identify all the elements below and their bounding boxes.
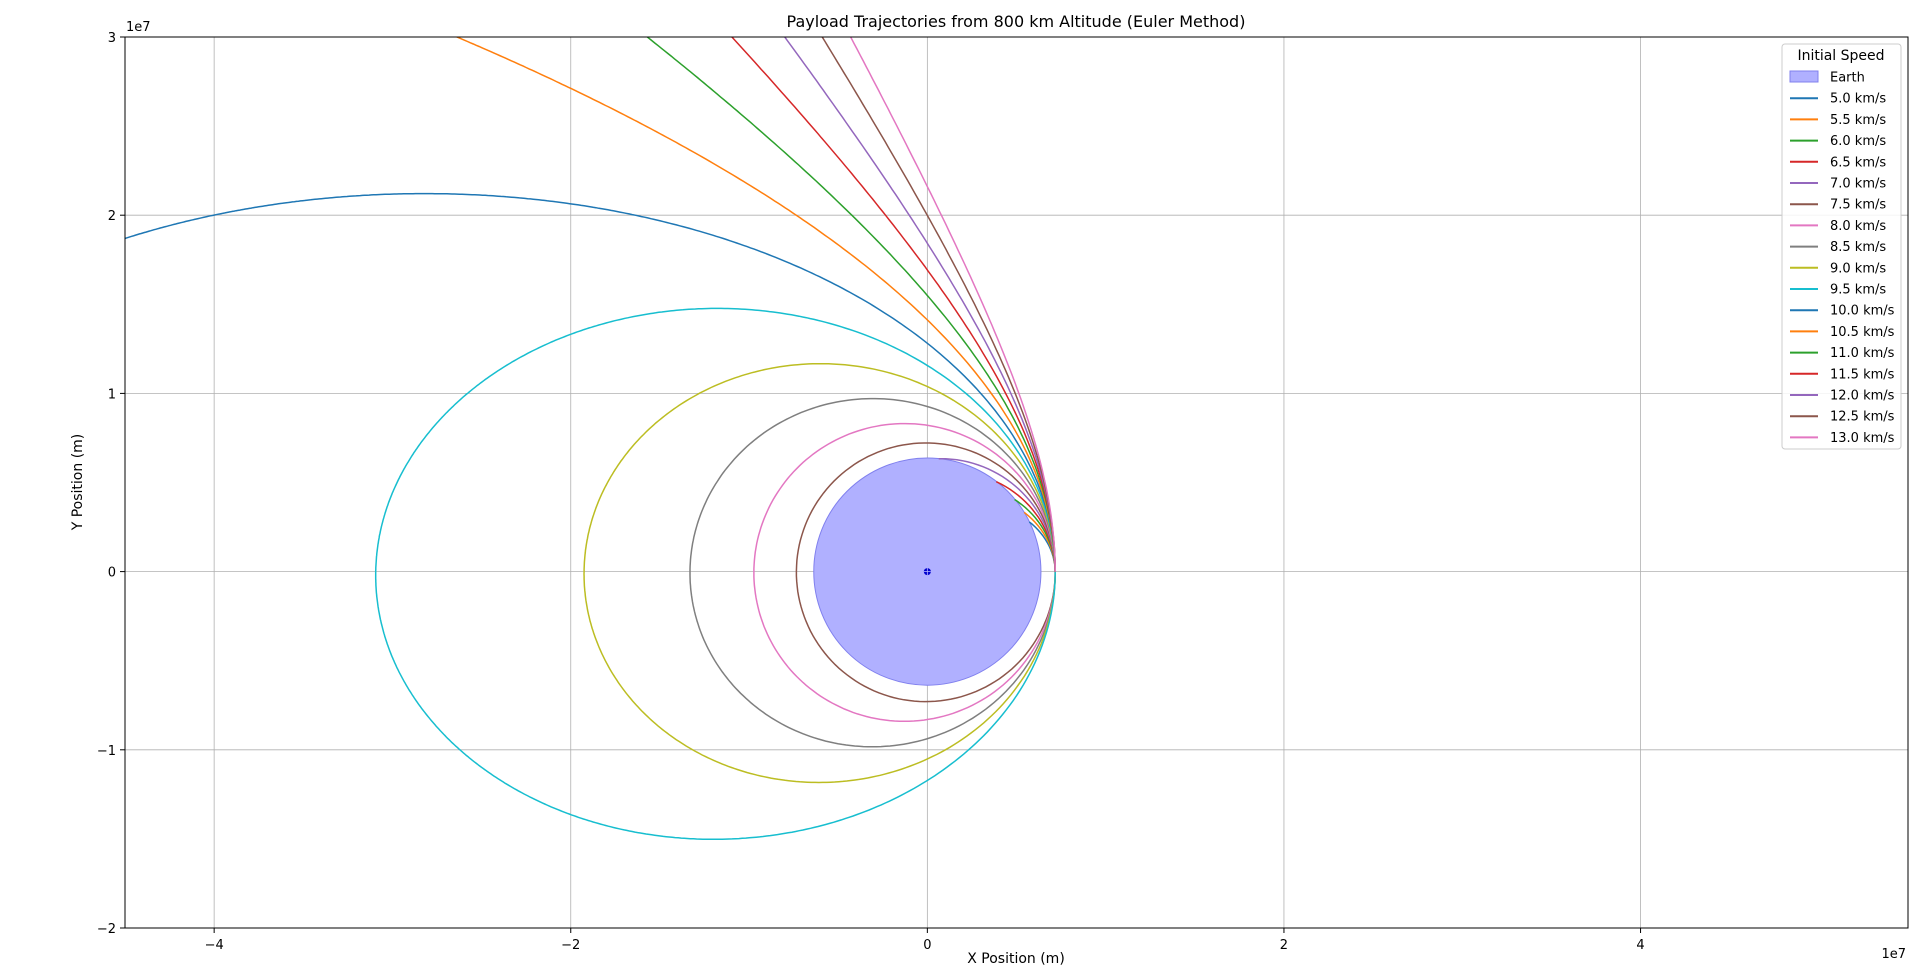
- x-tick-label: −4: [205, 938, 224, 953]
- legend-box: [1781, 43, 1902, 450]
- legend-label: 8.0 km/s: [1830, 219, 1886, 234]
- legend-label: 11.5 km/s: [1830, 367, 1895, 382]
- legend-title: Initial Speed: [1797, 48, 1884, 64]
- series-group: [125, 37, 1056, 841]
- legend-label: 11.0 km/s: [1830, 346, 1895, 361]
- legend-earth-swatch: [1789, 70, 1819, 83]
- trajectory-8-5-km-s: [689, 397, 1056, 748]
- trajectory-9-5-km-s: [374, 307, 1056, 841]
- x-tick-label: 4: [1636, 938, 1644, 953]
- legend-label: 7.5 km/s: [1830, 198, 1886, 213]
- y-axis-label: Y Position (m): [70, 434, 86, 532]
- legend-label: 10.0 km/s: [1830, 304, 1895, 319]
- y-offset-text: 1e7: [126, 20, 151, 35]
- x-tick-label: 0: [923, 938, 931, 953]
- x-offset-text: 1e7: [1881, 947, 1906, 962]
- y-tick-label: 1: [108, 387, 116, 402]
- legend: Initial Speed Earth 5.0 km/s 5.5 km/s 6.0 k…: [1781, 43, 1902, 450]
- legend-label: 9.5 km/s: [1830, 283, 1886, 298]
- chart-title: Payload Trajectories from 800 km Altitud…: [787, 12, 1246, 31]
- legend-label: 9.0 km/s: [1830, 261, 1886, 276]
- y-tick-label: 0: [108, 566, 116, 581]
- y-tick-label: −1: [97, 744, 116, 759]
- x-tick-label: 2: [1280, 938, 1288, 953]
- legend-label: 8.5 km/s: [1830, 240, 1886, 255]
- trajectory-12-0-km-s: [783, 37, 1056, 572]
- legend-label: 12.0 km/s: [1830, 389, 1895, 404]
- trajectory-8-0-km-s: [753, 422, 1056, 723]
- legend-earth-label: Earth: [1830, 71, 1865, 86]
- legend-label: 6.5 km/s: [1830, 155, 1886, 170]
- x-axis-label: X Position (m): [967, 951, 1065, 967]
- trajectory-10-0-km-s: [125, 192, 1056, 572]
- legend-label: 13.0 km/s: [1830, 431, 1895, 446]
- legend-label: 12.5 km/s: [1830, 410, 1895, 425]
- trajectory-10-5-km-s: [455, 37, 1056, 572]
- legend-label: 5.0 km/s: [1830, 92, 1886, 107]
- trajectory-11-5-km-s: [730, 37, 1056, 572]
- plot-area: [125, 37, 1908, 928]
- legend-label: 7.0 km/s: [1830, 177, 1886, 192]
- y-tick-label: −2: [97, 922, 116, 937]
- trajectory-7-5-km-s: [795, 442, 1056, 703]
- trajectory-13-0-km-s: [849, 37, 1056, 572]
- origin-marker-group: [923, 568, 931, 576]
- legend-label: 6.0 km/s: [1830, 134, 1886, 149]
- legend-label: 10.5 km/s: [1830, 325, 1895, 340]
- trajectory-11-0-km-s: [646, 37, 1056, 572]
- plot-frame: [124, 36, 1909, 929]
- y-tick-label: 3: [108, 31, 116, 46]
- legend-items: Earth 5.0 km/s 5.5 km/s 6.0 km/s 6.5 km/s 7.0…: [1789, 70, 1895, 446]
- x-axis-ticks: −4 −2 0 2 4: [205, 928, 1645, 953]
- y-tick-label: 2: [108, 209, 116, 224]
- legend-label: 5.5 km/s: [1830, 113, 1886, 128]
- trajectory-12-5-km-s: [821, 37, 1056, 572]
- x-tick-label: −2: [561, 938, 580, 953]
- y-axis-ticks: −2 −1 0 1 2 3: [97, 31, 125, 937]
- trajectory-9-0-km-s: [583, 362, 1056, 784]
